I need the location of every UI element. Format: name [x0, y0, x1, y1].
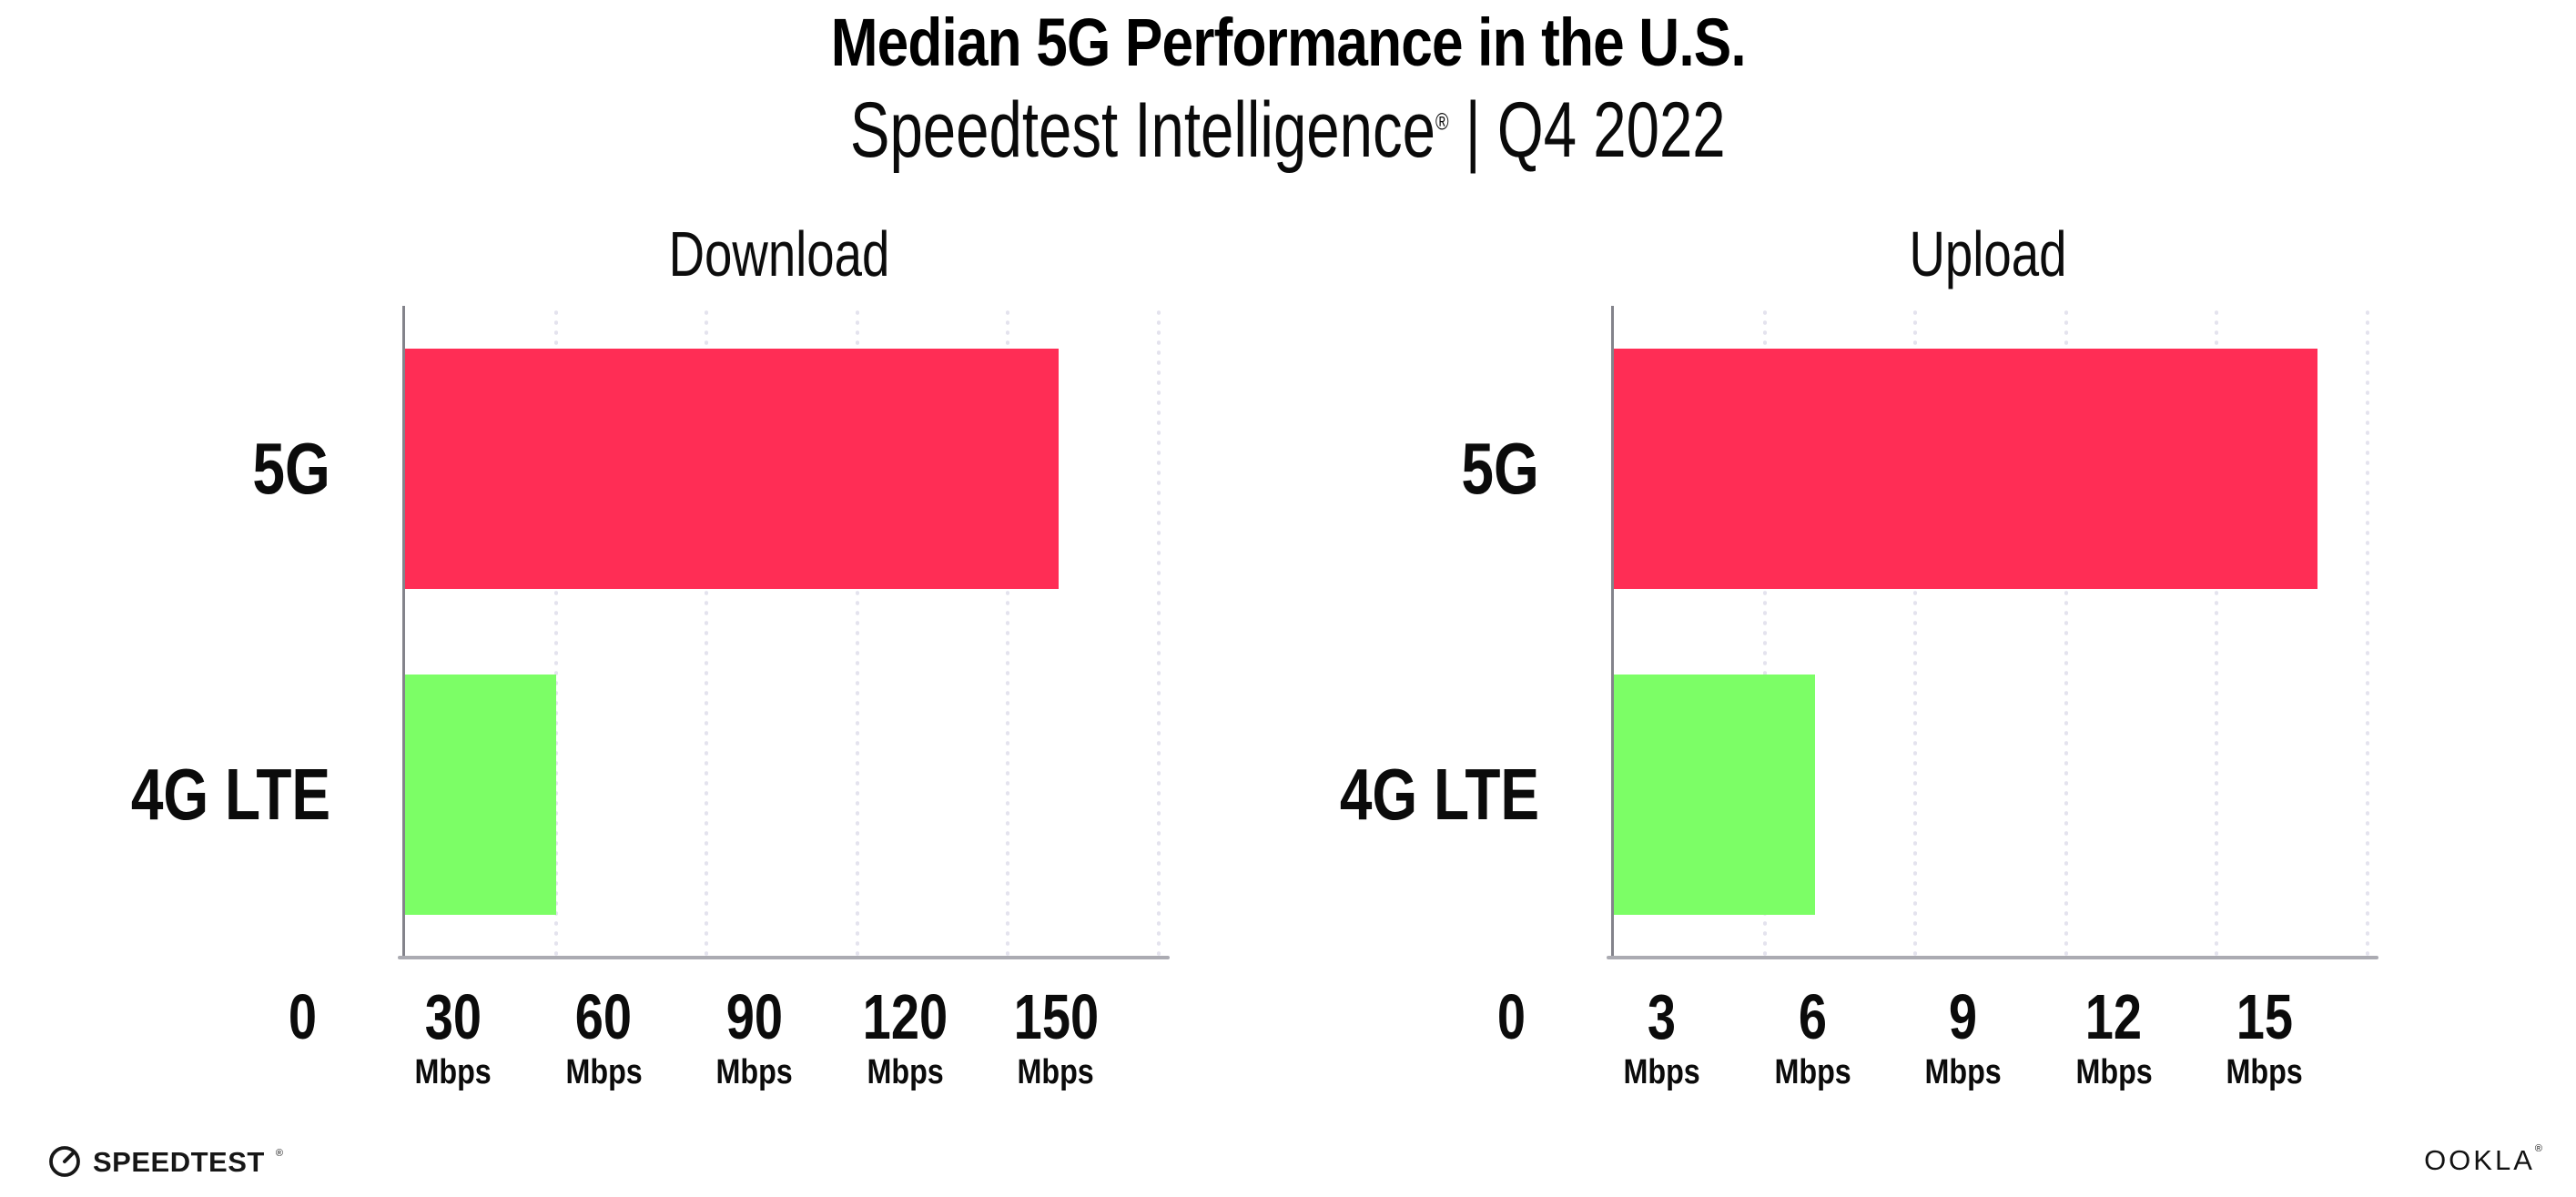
- x-tick-label: 6 Mbps: [1774, 985, 2013, 1090]
- x-tick-unit: Mbps: [867, 1053, 944, 1091]
- gridline: [1762, 308, 1767, 956]
- x-tick-label-inner: 0: [202, 985, 402, 1049]
- ookla-logo: OOKLA®: [2424, 1142, 2545, 1176]
- x-tick-value: 12: [2085, 981, 2143, 1052]
- ookla-registered-icon: ®: [2534, 1142, 2545, 1154]
- x-tick-label: 12 Mbps: [2075, 985, 2314, 1090]
- gridline: [855, 308, 859, 956]
- x-tick-unit: Mbps: [1774, 1053, 1851, 1091]
- download-x-axis-ticks: 0 30 Mbps 60 Mbps 90 Mbps 120 Mbps 150 Mbps: [288, 985, 1156, 1103]
- x-tick-label: 60 Mbps: [565, 985, 804, 1090]
- x-tick-label: 120 Mbps: [863, 985, 1105, 1090]
- speedtest-gauge-icon: [49, 1146, 80, 1177]
- x-tick-label-inner: 3 Mbps: [1562, 985, 1762, 1090]
- x-tick-value: 0: [288, 981, 317, 1052]
- gridline: [2215, 308, 2219, 956]
- header: Median 5G Performance in the U.S. Speedt…: [0, 0, 2576, 170]
- gridline: [2064, 308, 2068, 956]
- bar-5g: [405, 349, 1059, 589]
- gridline: [705, 308, 709, 956]
- x-tick-value: 0: [1496, 981, 1526, 1052]
- gridline: [1913, 308, 1918, 956]
- bar-5g: [1614, 349, 2317, 589]
- x-axis-line: [1607, 956, 2378, 959]
- gridline: [2366, 308, 2369, 956]
- x-tick-label-inner: 0: [1411, 985, 1611, 1049]
- download-category-labels: 5G 4G LTE: [2, 306, 366, 958]
- x-tick-value: 60: [575, 981, 633, 1052]
- gridline: [553, 308, 558, 956]
- subtitle-brand: Speedtest Intelligence: [850, 86, 1436, 174]
- x-tick-unit: Mbps: [414, 1053, 492, 1091]
- download-plot-area: [398, 306, 1170, 959]
- x-tick-value: 90: [725, 981, 783, 1052]
- gridline: [1157, 308, 1161, 956]
- speedtest-registered-icon: ®: [275, 1148, 283, 1159]
- x-tick-label: 15 Mbps: [2226, 985, 2465, 1090]
- x-tick-label: 3 Mbps: [1623, 985, 1862, 1090]
- category-label-5g: 5G: [252, 428, 330, 509]
- registered-trademark-icon: ®: [1435, 107, 1449, 136]
- x-tick-unit: Mbps: [1623, 1053, 1700, 1091]
- category-label-5g: 5G: [1461, 428, 1539, 509]
- x-tick-label: 90 Mbps: [716, 985, 955, 1090]
- x-tick-label: 30 Mbps: [414, 985, 654, 1090]
- x-tick-value: 120: [862, 981, 948, 1052]
- ookla-wordmark: OOKLA: [2424, 1144, 2535, 1176]
- x-tick-value: 30: [424, 981, 482, 1052]
- x-tick-value: 15: [2236, 981, 2294, 1052]
- x-tick-value: 3: [1648, 981, 1677, 1052]
- bar-4g-lte: [405, 675, 556, 915]
- x-tick-label-inner: 120 Mbps: [805, 985, 1005, 1090]
- download-chart-title: Download: [668, 218, 890, 289]
- subtitle-period: | Q4 2022: [1448, 86, 1726, 174]
- x-tick-label: 150 Mbps: [1013, 985, 1256, 1090]
- x-tick-label-inner: 150 Mbps: [956, 985, 1156, 1090]
- x-axis-line: [398, 956, 1170, 959]
- x-tick-unit: Mbps: [565, 1053, 643, 1091]
- x-tick-label-inner: 12 Mbps: [2013, 985, 2214, 1090]
- x-tick-label-inner: 6 Mbps: [1712, 985, 1912, 1090]
- x-tick-value: 9: [1949, 981, 1978, 1052]
- x-tick-label-inner: 90 Mbps: [654, 985, 855, 1090]
- speedtest-logo: SPEEDTEST ®: [47, 1144, 283, 1179]
- category-label-4g-lte: 4G LTE: [130, 754, 330, 835]
- bar-4g-lte: [1614, 675, 1815, 915]
- x-tick-label-inner: 30 Mbps: [353, 985, 553, 1090]
- page-subtitle: Speedtest Intelligence® | Q4 2022: [0, 91, 2576, 169]
- x-tick-unit: Mbps: [2226, 1053, 2304, 1091]
- upload-category-labels: 5G 4G LTE: [1211, 306, 1575, 958]
- x-tick-value: 6: [1798, 981, 1827, 1052]
- upload-x-axis-ticks: 0 3 Mbps 6 Mbps 9 Mbps 12 Mbps 15 Mbps: [1496, 985, 2365, 1103]
- x-tick-unit: Mbps: [1924, 1053, 2002, 1091]
- x-tick-label-inner: 9 Mbps: [1863, 985, 2064, 1090]
- x-tick-label: 0: [1496, 985, 1711, 1049]
- x-tick-label-inner: 15 Mbps: [2165, 985, 2365, 1090]
- x-tick-label-inner: 60 Mbps: [503, 985, 704, 1090]
- category-label-4g-lte: 4G LTE: [1339, 754, 1539, 835]
- upload-chart-title: Upload: [1909, 218, 2067, 289]
- x-tick-label: 0: [288, 985, 502, 1049]
- x-tick-unit: Mbps: [715, 1053, 793, 1091]
- gridline: [1006, 308, 1010, 956]
- speedtest-wordmark: SPEEDTEST: [93, 1145, 265, 1178]
- page-title: Median 5G Performance in the U.S.: [830, 5, 1746, 80]
- x-tick-unit: Mbps: [1017, 1053, 1095, 1091]
- x-tick-unit: Mbps: [2075, 1053, 2153, 1091]
- x-tick-value: 150: [1013, 981, 1099, 1052]
- upload-plot-area: [1607, 306, 2378, 959]
- x-tick-label: 9 Mbps: [1925, 985, 2164, 1090]
